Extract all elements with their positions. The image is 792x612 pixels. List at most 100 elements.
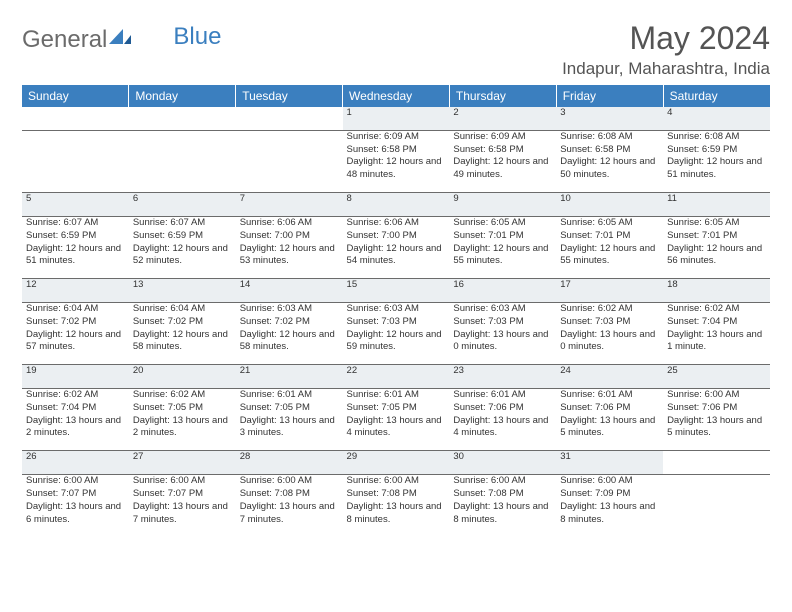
day-number-cell: 8	[343, 193, 450, 217]
sunrise-label: Sunrise: 6:00 AM	[133, 475, 205, 486]
day-data-cell: Sunrise: 6:02 AMSunset: 7:04 PMDaylight:…	[22, 389, 129, 451]
day-number-cell: 11	[663, 193, 770, 217]
sunset-label: Sunset: 7:01 PM	[667, 230, 737, 241]
day-number-cell: 13	[129, 279, 236, 303]
weekday-header: Friday	[556, 85, 663, 107]
sunrise-label: Sunrise: 6:06 AM	[347, 217, 419, 228]
day-data-cell: Sunrise: 6:00 AMSunset: 7:08 PMDaylight:…	[236, 475, 343, 537]
sunset-label: Sunset: 7:08 PM	[347, 488, 417, 499]
day-number-cell: 27	[129, 451, 236, 475]
day-number-cell: 21	[236, 365, 343, 389]
sunset-label: Sunset: 7:02 PM	[240, 316, 310, 327]
daynum-row: 19202122232425	[22, 365, 770, 389]
daylight-label: Daylight: 12 hours and 49 minutes.	[453, 156, 548, 180]
data-row: Sunrise: 6:09 AM Sunset: 6:58 PM Daylight:…	[22, 130, 770, 192]
sunrise-label: Sunrise: 6:02 AM	[133, 389, 205, 400]
day-number-cell: 22	[343, 365, 450, 389]
location-label: Indapur, Maharashtra, India	[562, 59, 770, 79]
daylight-label: Daylight: 13 hours and 1 minute.	[667, 329, 762, 353]
daylight-label: Daylight: 13 hours and 4 minutes.	[347, 415, 442, 439]
sunrise-label: Sunrise: 6:05 AM	[667, 217, 739, 228]
sunrise-label: Sunrise: 6:01 AM	[347, 389, 419, 400]
daylight-label: Daylight: 12 hours and 57 minutes.	[26, 329, 121, 353]
data-row: Sunrise: 6:00 AM Sunset: 7:07 PM Daylight:…	[22, 475, 770, 537]
day-number-cell: 29	[343, 451, 450, 475]
weekday-header: Tuesday	[236, 85, 343, 107]
day-number-cell: 28	[236, 451, 343, 475]
sunrise-label: Sunrise: 6:08 AM	[560, 131, 632, 142]
day-data-cell: Sunrise: 6:03 AMSunset: 7:03 PMDaylight:…	[449, 302, 556, 364]
day-number-cell: 26	[22, 451, 129, 475]
daylight-label: Daylight: 12 hours and 56 minutes.	[667, 243, 762, 267]
weekday-header: Monday	[129, 85, 236, 107]
day-number-cell: 3	[556, 107, 663, 130]
sunset-label: Sunset: 7:08 PM	[240, 488, 310, 499]
sunset-label: Sunset: 7:07 PM	[26, 488, 96, 499]
day-data-cell: Sunrise: 6:04 AMSunset: 7:02 PMDaylight:…	[129, 302, 236, 364]
brand-logo: General Blue	[22, 20, 221, 54]
sunset-label: Sunset: 6:58 PM	[347, 144, 417, 155]
header: General Blue May 2024 Indapur, Maharasht…	[22, 20, 770, 79]
sunrise-label: Sunrise: 6:02 AM	[667, 303, 739, 314]
weekday-header: Saturday	[663, 85, 770, 107]
sunrise-label: Sunrise: 6:07 AM	[26, 217, 98, 228]
weekday-header: Thursday	[449, 85, 556, 107]
title-block: May 2024 Indapur, Maharashtra, India	[562, 20, 770, 79]
sunset-label: Sunset: 6:59 PM	[26, 230, 96, 241]
daynum-row: 12131415161718	[22, 279, 770, 303]
sunset-label: Sunset: 6:59 PM	[667, 144, 737, 155]
sunrise-label: Sunrise: 6:07 AM	[133, 217, 205, 228]
day-data-cell: Sunrise: 6:09 AMSunset: 6:58 PMDaylight:…	[449, 130, 556, 192]
daylight-label: Daylight: 12 hours and 54 minutes.	[347, 243, 442, 267]
daynum-row: 567891011	[22, 193, 770, 217]
sunset-label: Sunset: 7:06 PM	[453, 402, 523, 413]
day-data-cell: Sunrise: 6:00 AMSunset: 7:08 PMDaylight:…	[343, 475, 450, 537]
data-row: Sunrise: 6:07 AM Sunset: 6:59 PM Daylight:…	[22, 216, 770, 278]
daylight-label: Daylight: 12 hours and 58 minutes.	[240, 329, 335, 353]
daynum-row: 262728293031	[22, 451, 770, 475]
day-number-cell: 6	[129, 193, 236, 217]
day-number-cell: 7	[236, 193, 343, 217]
sunset-label: Sunset: 7:09 PM	[560, 488, 630, 499]
weekday-header: Wednesday	[343, 85, 450, 107]
sunset-label: Sunset: 7:03 PM	[347, 316, 417, 327]
daylight-label: Daylight: 12 hours and 58 minutes.	[133, 329, 228, 353]
sunrise-label: Sunrise: 6:00 AM	[26, 475, 98, 486]
day-data-cell: Sunrise: 6:06 AMSunset: 7:00 PMDaylight:…	[236, 216, 343, 278]
sunset-label: Sunset: 7:04 PM	[26, 402, 96, 413]
day-number-cell: 31	[556, 451, 663, 475]
sunrise-label: Sunrise: 6:05 AM	[453, 217, 525, 228]
day-data-cell: Sunrise: 6:00 AM Sunset: 7:09 PM Daylight:…	[556, 475, 663, 537]
daylight-label: Daylight: 12 hours and 51 minutes.	[667, 156, 762, 180]
sunrise-label: Sunrise: 6:00 AM	[240, 475, 312, 486]
sunrise-label: Sunrise: 6:09 AM	[347, 131, 419, 142]
day-number-cell: 18	[663, 279, 770, 303]
day-number-cell	[236, 107, 343, 130]
day-data-cell: Sunrise: 6:08 AMSunset: 6:59 PMDaylight:…	[663, 130, 770, 192]
sunrise-label: Sunrise: 6:05 AM	[560, 217, 632, 228]
day-data-cell: Sunrise: 6:01 AMSunset: 7:05 PMDaylight:…	[343, 389, 450, 451]
daylight-label: Daylight: 12 hours and 55 minutes.	[560, 243, 655, 267]
day-data-cell: Sunrise: 6:05 AM Sunset: 7:01 PM Daylight:…	[556, 216, 663, 278]
day-data-cell: Sunrise: 6:06 AMSunset: 7:00 PMDaylight:…	[343, 216, 450, 278]
sunrise-label: Sunrise: 6:03 AM	[347, 303, 419, 314]
brand-part1: General	[22, 26, 107, 54]
day-number-cell: 25	[663, 365, 770, 389]
day-data-cell: Sunrise: 6:00 AMSunset: 7:07 PMDaylight:…	[129, 475, 236, 537]
day-data-cell: Sunrise: 6:07 AMSunset: 6:59 PMDaylight:…	[129, 216, 236, 278]
sail-icon	[109, 26, 131, 54]
day-number-cell: 24	[556, 365, 663, 389]
day-data-cell: Sunrise: 6:05 AMSunset: 7:01 PMDaylight:…	[449, 216, 556, 278]
weekday-header-row: Sunday Monday Tuesday Wednesday Thursday…	[22, 85, 770, 107]
day-data-cell: Sunrise: 6:01 AMSunset: 7:05 PMDaylight:…	[236, 389, 343, 451]
daylight-label: Daylight: 13 hours and 3 minutes.	[240, 415, 335, 439]
sunset-label: Sunset: 7:01 PM	[560, 230, 630, 241]
daylight-label: Daylight: 12 hours and 55 minutes.	[453, 243, 548, 267]
sunrise-label: Sunrise: 6:01 AM	[240, 389, 312, 400]
daylight-label: Daylight: 13 hours and 8 minutes.	[560, 501, 655, 525]
daylight-label: Daylight: 13 hours and 2 minutes.	[26, 415, 121, 439]
day-data-cell: Sunrise: 6:02 AMSunset: 7:03 PMDaylight:…	[556, 302, 663, 364]
daylight-label: Daylight: 12 hours and 50 minutes.	[560, 156, 655, 180]
sunrise-label: Sunrise: 6:00 AM	[560, 475, 632, 486]
day-number-cell: 2	[449, 107, 556, 130]
